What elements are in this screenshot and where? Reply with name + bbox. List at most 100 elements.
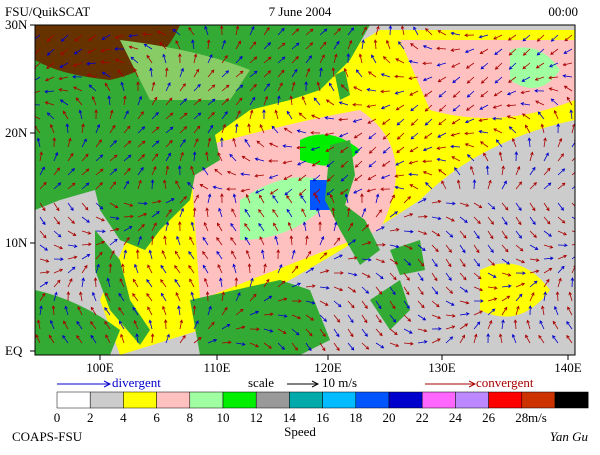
wind-arrow (326, 188, 335, 196)
lat-label: EQ (5, 343, 23, 358)
wind-arrow (160, 292, 167, 302)
wind-arrow (277, 69, 285, 78)
wind-arrow (190, 165, 195, 176)
wind-arrow (283, 174, 293, 180)
wind-arrow (297, 160, 307, 166)
wind-arrow (123, 249, 128, 260)
wind-arrow (67, 202, 74, 212)
wind-arrow (249, 41, 257, 50)
wind-arrow (438, 169, 447, 176)
wind-arrow (130, 56, 139, 64)
wind-arrow (120, 333, 125, 344)
wind-arrow (263, 56, 272, 64)
wind-arrow (441, 180, 447, 190)
wind-arrow (137, 166, 144, 176)
wind-arrow (487, 216, 494, 225)
wind-arrow (133, 320, 139, 330)
wind-arrow (408, 59, 419, 64)
wind-arrow (541, 305, 545, 316)
wind-arrow (204, 25, 209, 36)
wind-arrow (371, 54, 377, 64)
wind-arrow (445, 336, 454, 344)
wind-arrow (313, 97, 321, 106)
wind-arrow (361, 26, 367, 36)
wind-arrow (109, 202, 119, 209)
wind-arrow (492, 104, 503, 109)
wind-arrow (431, 244, 439, 253)
wind-arrow (325, 146, 335, 152)
wind-arrow (571, 140, 575, 148)
wind-arrow (466, 76, 475, 84)
wind-arrow (235, 110, 241, 120)
colorbar-swatch (156, 391, 191, 409)
wind-arrow (81, 123, 85, 134)
wind-arrow (137, 95, 143, 106)
wind-arrow (193, 125, 201, 134)
wind-arrow (493, 34, 503, 40)
wind-arrow (175, 292, 181, 302)
wind-arrow (354, 160, 363, 168)
wind-arrow (219, 25, 224, 36)
wind-arrow (422, 45, 433, 50)
wind-arrow (216, 250, 223, 260)
source: FSU/QuikSCAT (5, 4, 90, 19)
wind-arrow (218, 207, 223, 218)
wind-arrow (234, 277, 239, 288)
wind-arrow (249, 96, 256, 106)
wind-arrow (107, 95, 111, 106)
wind-arrow (244, 208, 251, 218)
wind-arrow (487, 179, 492, 190)
wind-arrow (305, 28, 314, 36)
wind-arrow (312, 174, 321, 182)
wind-arrow (459, 216, 468, 223)
wind-arrow (425, 28, 433, 36)
wind-arrow (358, 53, 363, 64)
wind-arrow (247, 263, 252, 274)
wind-arrow (493, 128, 503, 134)
wind-arrow (403, 341, 414, 346)
wind-arrow (214, 168, 223, 176)
wind-arrow (380, 89, 391, 94)
wind-arrow (254, 157, 265, 162)
wind-arrow (151, 81, 156, 92)
wind-arrow (529, 230, 537, 239)
wind-arrow (431, 327, 442, 331)
wind-arrow (310, 131, 321, 135)
wind-arrow (494, 76, 503, 84)
wind-arrow (132, 278, 139, 288)
wind-arrow (403, 258, 412, 266)
wind-arrow (380, 174, 391, 180)
wind-arrow (95, 216, 105, 222)
wind-arrow (193, 53, 198, 64)
wind-arrow (366, 88, 377, 92)
wind-arrow (95, 123, 101, 134)
wind-arrow (39, 181, 47, 190)
wind-arrow (340, 146, 349, 153)
wind-arrow (90, 321, 97, 330)
wind-arrow (88, 34, 97, 41)
wind-arrow (375, 342, 385, 349)
wind-arrow (268, 174, 279, 179)
wind-arrow (67, 216, 75, 225)
wind-arrow (35, 116, 41, 120)
wind-arrow (480, 76, 489, 84)
wind-arrow (511, 333, 517, 344)
wind-arrow (389, 328, 398, 336)
wind-arrow (121, 263, 125, 274)
wind-arrow (163, 235, 167, 246)
wind-arrow (109, 124, 116, 134)
wind-arrow (39, 230, 47, 239)
wind-arrow (354, 146, 363, 154)
wind-arrow (445, 325, 456, 330)
wind-arrow (187, 181, 195, 190)
wind-arrow (479, 141, 489, 148)
wind-arrow (174, 265, 181, 274)
wind-arrow (235, 308, 244, 316)
wind-arrow (403, 328, 413, 334)
wind-arrow (326, 174, 335, 182)
wind-arrow (136, 81, 140, 92)
wind-arrow (445, 300, 455, 306)
wind-arrow (249, 83, 257, 92)
wind-arrow (277, 280, 286, 288)
wind-arrow (298, 188, 307, 196)
